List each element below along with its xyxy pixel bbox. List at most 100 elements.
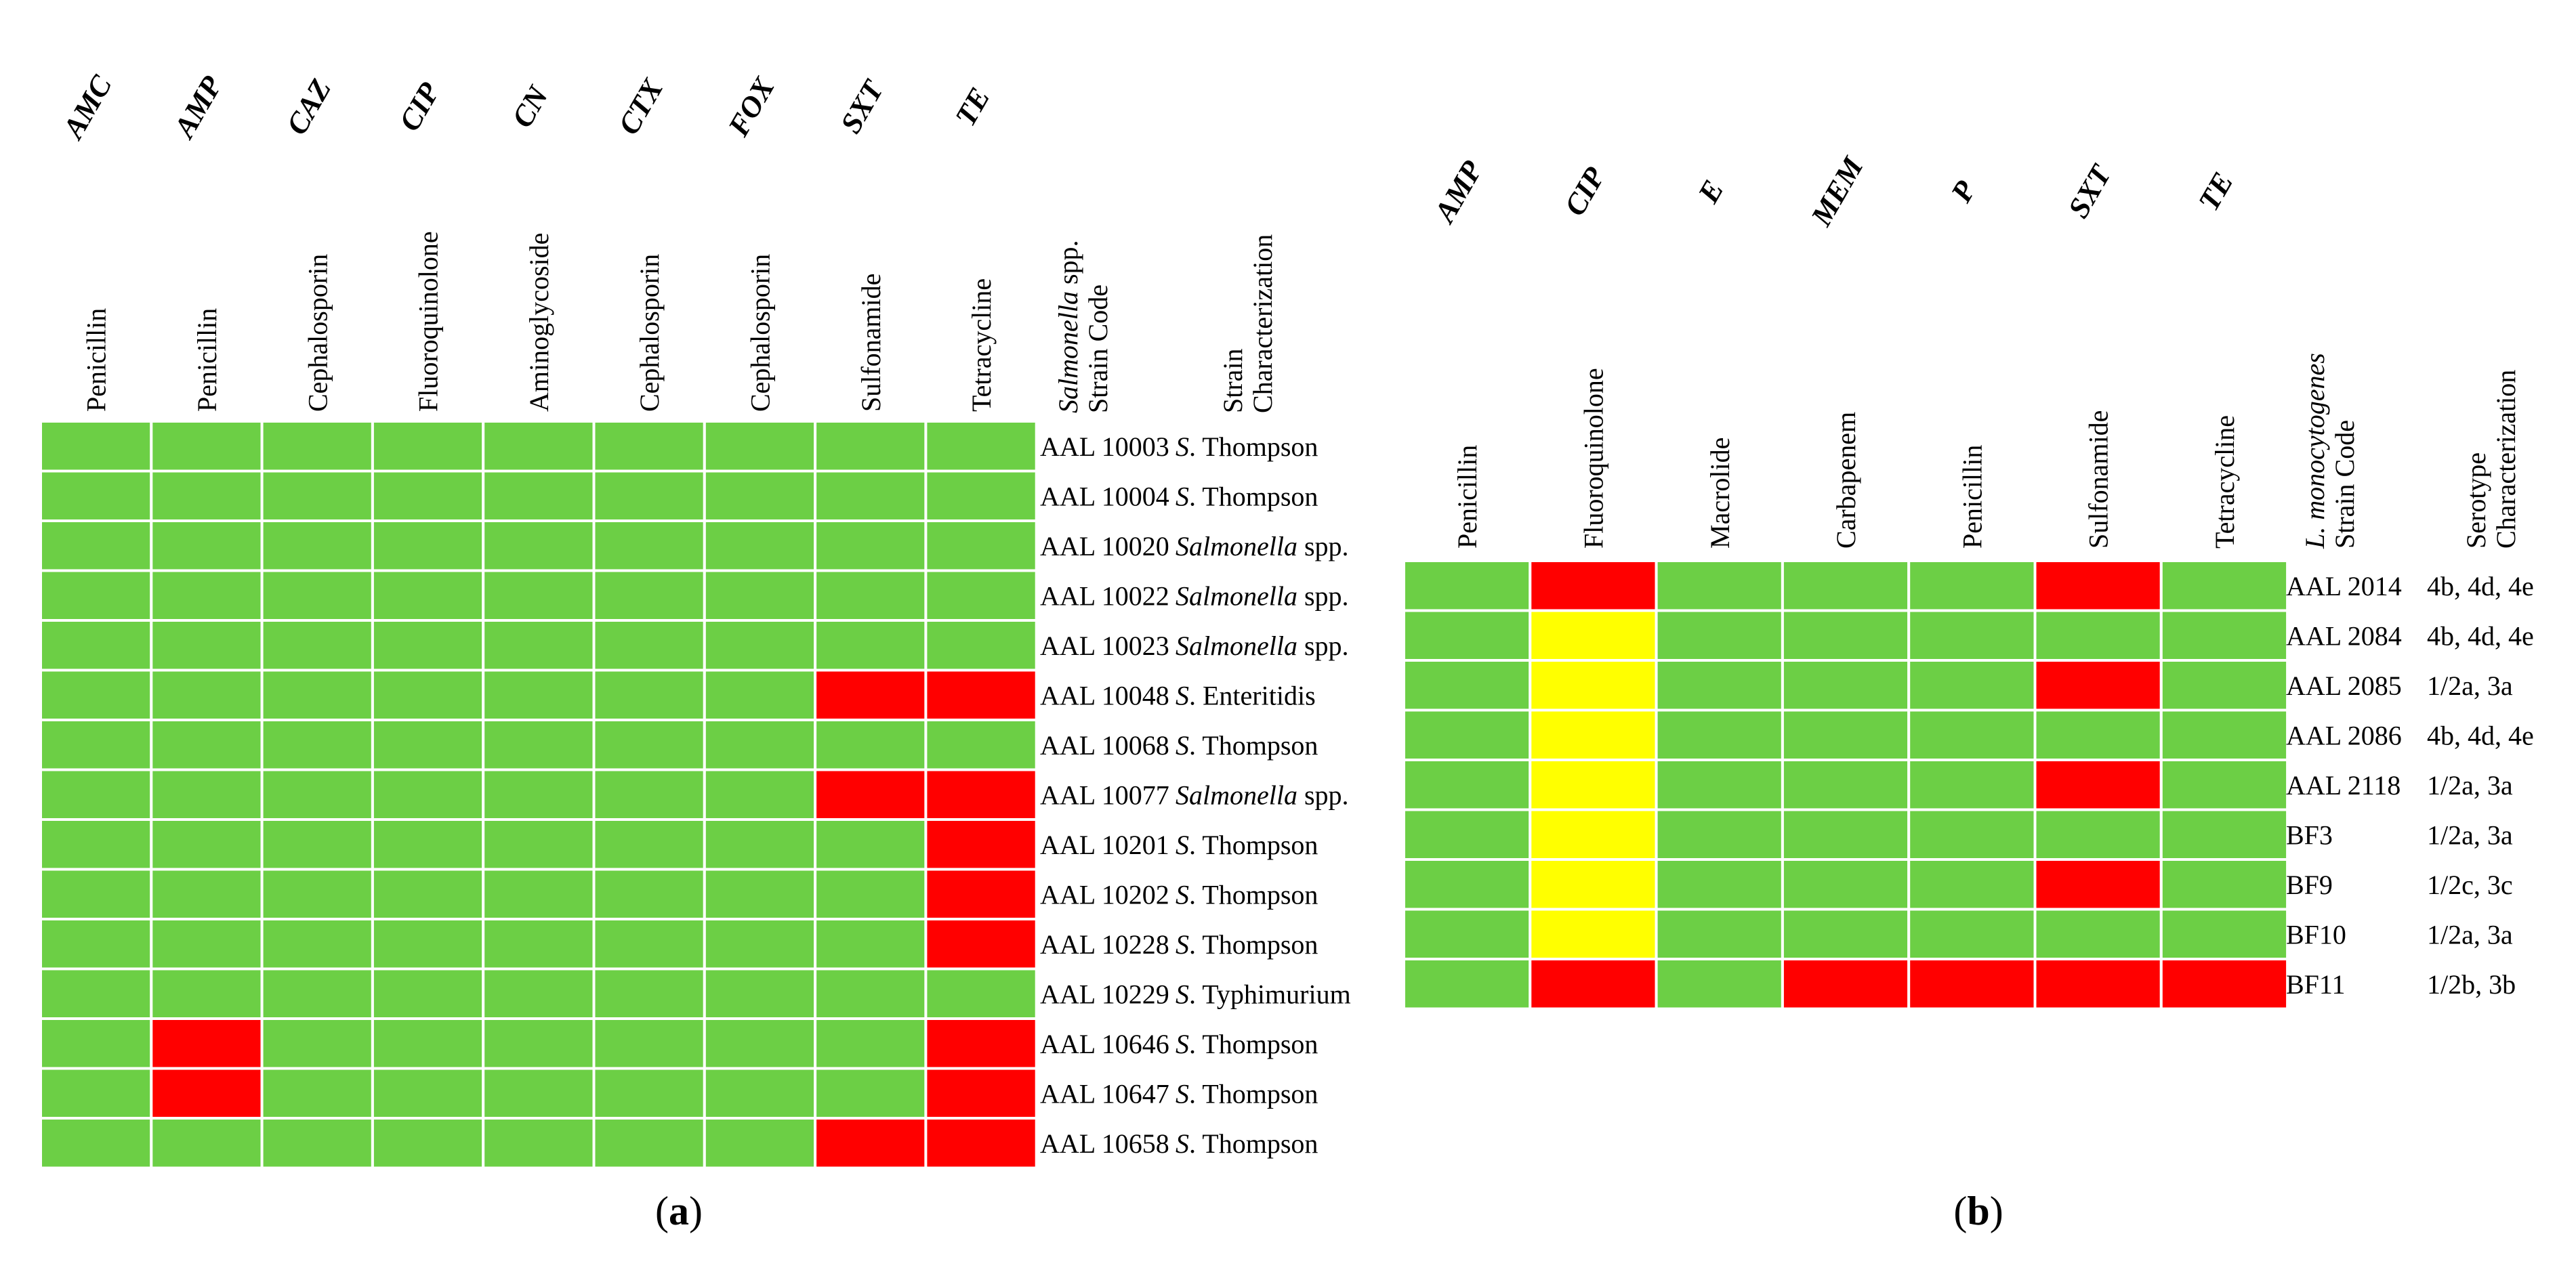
- characterization-header-line2: Characterization: [2491, 370, 2521, 549]
- heatmap-cell: [1907, 609, 2037, 662]
- heatmap-cell: [1403, 559, 1532, 612]
- heatmap-cell: [1781, 858, 1911, 911]
- heatmap-cell: [924, 918, 1038, 971]
- heatmap-cell: [1529, 559, 1658, 612]
- heatmap-cell: [1403, 908, 1532, 960]
- heatmap-cell: [592, 918, 706, 971]
- heatmap-cell: [924, 818, 1038, 871]
- heatmap-cell: [1655, 559, 1784, 612]
- heatmap-cell: [371, 918, 485, 971]
- heatmap-cell: [703, 868, 817, 920]
- heatmap-cell: [814, 519, 928, 572]
- heatmap-cell: [924, 719, 1038, 771]
- heatmap-cell: [260, 967, 374, 1020]
- heatmap-cell: [150, 569, 264, 622]
- heatmap-cell: [482, 818, 596, 871]
- heatmap-cell: [39, 569, 153, 622]
- heatmap-cell: [592, 1017, 706, 1070]
- heatmap-cell: [150, 519, 264, 572]
- heatmap-cell: [482, 619, 596, 672]
- heatmap-cell: [260, 818, 374, 871]
- heatmap-cell: [592, 469, 706, 522]
- heatmap-cell: [814, 668, 928, 721]
- row-strain-code: AAL 2085: [2286, 671, 2402, 701]
- heatmap-cell: [482, 1067, 596, 1120]
- heatmap-cell: [2033, 609, 2163, 662]
- heatmap-cell: [2033, 659, 2163, 712]
- heatmap-cell: [150, 918, 264, 971]
- heatmap-cell: [814, 719, 928, 771]
- heatmap-cell: [150, 1017, 264, 1070]
- heatmap-cell: [371, 768, 485, 821]
- heatmap-cell: [2033, 958, 2163, 1011]
- column-antibiotic-class: Penicillin: [1957, 445, 1987, 549]
- heatmap-cell: [1781, 559, 1911, 612]
- heatmap-cell: [1655, 858, 1784, 911]
- heatmap-cell: [2159, 858, 2289, 911]
- heatmap-cell: [924, 668, 1038, 721]
- row-strain-code: AAL 10658: [1040, 1128, 1169, 1159]
- row-characterization: S. Typhimurium: [1176, 979, 1351, 1009]
- heatmap-cell: [1781, 609, 1911, 662]
- row-strain-code: AAL 2014: [2286, 571, 2402, 601]
- heatmap-cell: [1403, 958, 1532, 1011]
- heatmap-cell: [924, 768, 1038, 821]
- column-antibiotic-abbr: AMC: [56, 70, 119, 146]
- column-antibiotic-class: Penicillin: [81, 308, 112, 412]
- column-antibiotic-class: Penicillin: [192, 308, 222, 412]
- column-antibiotic-abbr: AMP: [1427, 154, 1489, 230]
- heatmap-cell: [371, 1017, 485, 1070]
- heatmap-cell: [371, 420, 485, 473]
- heatmap-cell: [150, 967, 264, 1020]
- column-antibiotic-abbr: CIP: [392, 77, 446, 137]
- heatmap-cell: [150, 420, 264, 473]
- heatmap-cell: [2159, 559, 2289, 612]
- heatmap-cell: [482, 768, 596, 821]
- heatmap-cell: [924, 1117, 1038, 1170]
- heatmap-cell: [814, 868, 928, 920]
- heatmap-cell: [2159, 908, 2289, 960]
- heatmap-cell: [39, 668, 153, 721]
- strain-code-header-line1: L. monocytogenes: [2300, 353, 2330, 549]
- heatmap-cell: [2159, 659, 2289, 712]
- heatmap-cell: [2159, 808, 2289, 861]
- row-characterization: S. Thompson: [1176, 879, 1318, 910]
- heatmap-cell: [592, 1117, 706, 1170]
- row-characterization: S. Thompson: [1176, 1078, 1318, 1109]
- heatmap-cell: [150, 818, 264, 871]
- panel-label: (a): [655, 1189, 703, 1233]
- heatmap-cell: [592, 519, 706, 572]
- column-antibiotic-class: Sulfonamide: [856, 274, 886, 412]
- heatmap-cell: [39, 868, 153, 920]
- heatmap-cell: [924, 868, 1038, 920]
- column-antibiotic-abbr: CAZ: [280, 73, 337, 140]
- heatmap-cell: [260, 569, 374, 622]
- column-antibiotic-abbr: MEM: [1804, 150, 1871, 232]
- heatmap-cell: [260, 768, 374, 821]
- heatmap-cell: [814, 818, 928, 871]
- heatmap-cell: [260, 519, 374, 572]
- heatmap-cell: [1655, 808, 1784, 861]
- row-strain-code: AAL 10003: [1040, 431, 1169, 462]
- heatmap-cell: [260, 619, 374, 672]
- heatmap-cell: [39, 719, 153, 771]
- heatmap-cell: [2033, 808, 2163, 861]
- heatmap-cell: [260, 868, 374, 920]
- heatmap-cell: [482, 668, 596, 721]
- heatmap-cell: [371, 1117, 485, 1170]
- row-strain-code: BF9: [2286, 870, 2333, 900]
- row-strain-code: BF3: [2286, 820, 2333, 850]
- heatmap-cell: [39, 1117, 153, 1170]
- column-antibiotic-abbr: FOX: [722, 71, 782, 142]
- strain-code-header-line2: Strain Code: [1083, 284, 1113, 413]
- column-antibiotic-abbr: CIP: [1558, 161, 1612, 221]
- heatmap-cell: [1907, 559, 2037, 612]
- heatmap-cell: [39, 918, 153, 971]
- heatmap-cell: [592, 619, 706, 672]
- row-characterization: S. Thompson: [1176, 929, 1318, 960]
- row-strain-code: AAL 10646: [1040, 1029, 1169, 1059]
- heatmap-cell: [371, 668, 485, 721]
- characterization-header-line2: Characterization: [1247, 234, 1278, 413]
- heatmap-cell: [39, 469, 153, 522]
